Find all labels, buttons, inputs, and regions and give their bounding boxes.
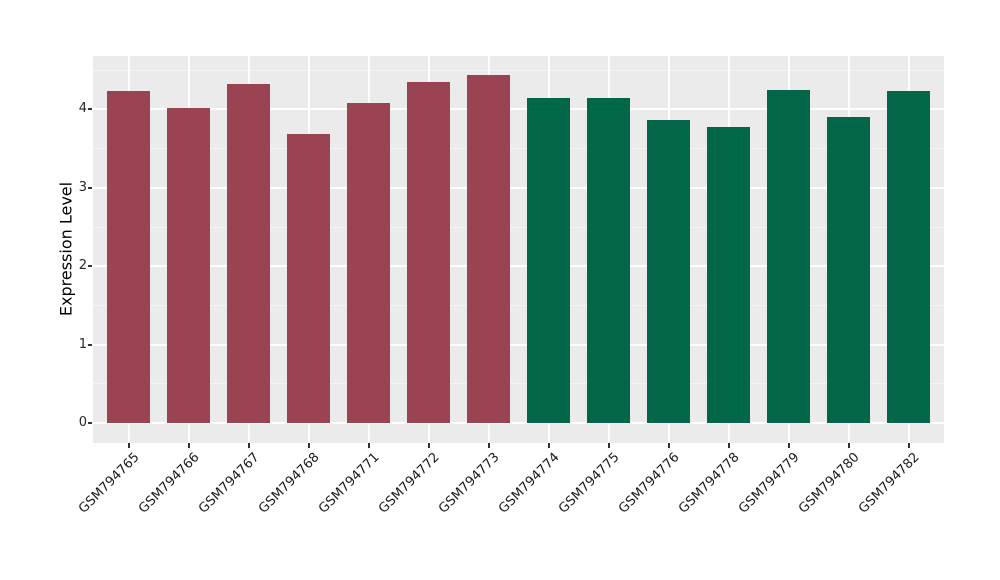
bar-GSM794771 [347, 103, 390, 423]
bar-GSM794768 [287, 133, 330, 423]
x-tick-mark [667, 443, 670, 448]
bar-GSM794780 [827, 117, 870, 423]
x-tick-mark [907, 443, 910, 448]
x-tick-mark [607, 443, 610, 448]
x-tick-mark [127, 443, 130, 448]
bar-GSM794779 [767, 89, 810, 423]
y-tick-label: 1 [78, 336, 87, 352]
gridline-minor-horizontal [93, 304, 944, 306]
gridline-minor-horizontal [93, 148, 944, 150]
gridline-major-horizontal [93, 265, 944, 268]
x-tick-mark [547, 443, 550, 448]
y-tick-label: 2 [78, 258, 87, 274]
y-tick-mark [88, 422, 92, 424]
x-tick-mark [787, 443, 790, 448]
x-tick-mark [847, 443, 850, 448]
x-tick-mark [247, 443, 250, 448]
x-tick-mark [307, 443, 310, 448]
bar-GSM794773 [467, 74, 510, 423]
x-tick-mark [487, 443, 490, 448]
gridline-major-horizontal [93, 186, 944, 189]
bar-GSM794776 [647, 119, 690, 423]
x-tick-mark [187, 443, 190, 448]
gridline-minor-horizontal [93, 226, 944, 228]
y-tick-mark [88, 108, 92, 111]
bar-GSM794778 [707, 126, 750, 423]
y-axis-title: Expression Level [56, 181, 76, 317]
y-tick-mark [88, 343, 92, 346]
gridline-minor-horizontal [93, 383, 944, 385]
y-tick-label: 3 [78, 179, 87, 195]
bar-GSM794766 [167, 107, 210, 423]
gridline-major-horizontal [93, 422, 944, 424]
y-tick-mark [88, 265, 92, 268]
y-tick-mark [88, 186, 92, 189]
bar-GSM794767 [227, 84, 270, 423]
x-tick-mark [727, 443, 730, 448]
x-tick-mark [367, 443, 370, 448]
bar-GSM794765 [107, 90, 150, 423]
gridline-major-horizontal [93, 108, 944, 111]
x-tick-mark [427, 443, 430, 448]
y-tick-label: 0 [78, 415, 87, 430]
bar-GSM794774 [527, 98, 570, 423]
y-tick-label: 4 [78, 101, 87, 117]
bar-GSM794775 [587, 98, 630, 423]
bar-GSM794782 [887, 90, 930, 423]
bar-GSM794772 [407, 81, 450, 423]
plot-panel [93, 56, 944, 443]
gridline-minor-horizontal [93, 69, 944, 71]
gridline-major-horizontal [93, 343, 944, 346]
